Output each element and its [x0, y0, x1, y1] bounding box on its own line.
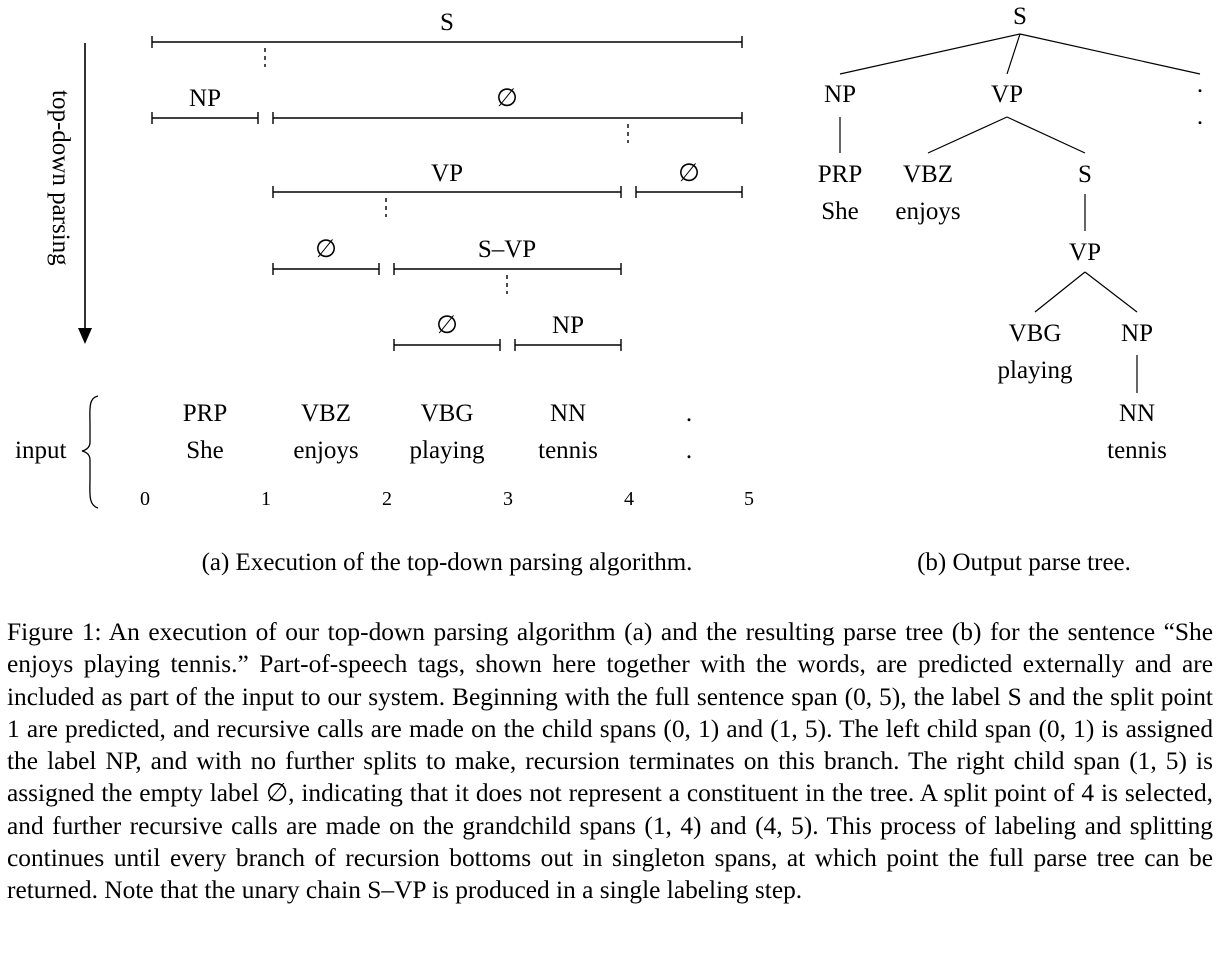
tree-leaf: enjoys — [895, 198, 960, 225]
token-tag: VBG — [421, 400, 474, 427]
span-bar-empty — [393, 339, 501, 351]
tree-node: S — [1078, 161, 1092, 188]
tree-node: NN — [1119, 400, 1155, 427]
span-label: S — [440, 9, 454, 36]
span-label: ∅ — [315, 236, 337, 263]
figure-caption: Figure 1: An execution of our top-down p… — [7, 616, 1213, 907]
token-tag: PRP — [183, 400, 227, 427]
subcaption-b: (b) Output parse tree. — [917, 549, 1131, 576]
span-label: ∅ — [678, 160, 700, 187]
span-bar-empty — [272, 263, 380, 275]
token-tag: VBZ — [301, 400, 351, 427]
span-bar-s — [151, 36, 743, 48]
curly-brace — [81, 395, 99, 509]
caption-math: (0, 5) — [844, 682, 901, 711]
span-bar-np — [514, 339, 622, 351]
token-word: playing — [410, 437, 485, 464]
span-bars — [151, 36, 743, 351]
tree-node: NP — [1121, 320, 1153, 347]
token-word: tennis — [538, 437, 598, 464]
token-tag: . — [686, 400, 692, 427]
tree-edges — [839, 33, 1201, 393]
span-label: ∅ — [436, 312, 458, 339]
input-label: input — [15, 437, 66, 464]
fencepost-index: 1 — [261, 488, 271, 510]
caption-text: and — [719, 714, 771, 743]
tree-leaf: playing — [998, 357, 1073, 384]
tree-node: VBZ — [903, 161, 953, 188]
top-down-axis: top-down parsing — [47, 43, 92, 344]
tree-node: S — [1013, 3, 1027, 30]
span-label: ∅ — [496, 85, 518, 112]
span-label: S–VP — [478, 236, 536, 263]
subcaption-a: (a) Execution of the top-down parsing al… — [202, 549, 693, 576]
input-row: input PRP She VBZ enjoys VBG playing NN … — [15, 395, 754, 510]
tree-leaf: She — [821, 198, 859, 225]
axis-label: top-down parsing — [47, 90, 74, 266]
caption-math: (1, 5) — [1129, 747, 1187, 776]
span-label: NP — [189, 85, 221, 112]
figure-1: top-down parsing S NP ∅ VP ∅ ∅ S–VP ∅ NP — [15, 3, 1203, 576]
span-bar-empty — [272, 112, 743, 124]
fencepost-index: 5 — [744, 488, 754, 510]
caption-math: (1, 5) — [770, 714, 827, 743]
caption-math: (1, 4) — [644, 811, 702, 840]
fencepost-index: 2 — [382, 488, 392, 510]
span-bar-s-vp — [393, 263, 622, 275]
tree-node: . — [1197, 71, 1203, 98]
span-bar-empty — [635, 186, 743, 198]
caption-text: . This process of labeling and splitting… — [7, 811, 1214, 905]
span-bar-vp — [272, 186, 622, 198]
fencepost-index: 0 — [140, 488, 150, 510]
tree-node: VP — [991, 81, 1023, 108]
tree-node: PRP — [818, 161, 862, 188]
fencepost-index: 4 — [624, 488, 634, 510]
caption-math: (0, 1) — [663, 714, 720, 743]
caption-math: (0, 1) — [1038, 714, 1095, 743]
span-label: NP — [552, 312, 584, 339]
caption-text: is assigned the label NP, and with no fu… — [7, 714, 1214, 776]
caption-text: . The left child span — [826, 714, 1039, 743]
token-word: enjoys — [293, 437, 358, 464]
span-label: VP — [431, 160, 463, 187]
token-tag: NN — [550, 400, 586, 427]
caption-text: is assigned the empty label ∅, indicatin… — [7, 747, 1213, 840]
caption-math: (4, 5) — [755, 811, 813, 840]
tree-node: VP — [1069, 239, 1101, 266]
arrow-down-icon — [78, 328, 92, 344]
caption-text: , the label S and the split point 1 are … — [7, 682, 1213, 743]
caption-text: Figure 1: An execution of our top-down p… — [7, 618, 1213, 711]
tree-node: VBG — [1009, 320, 1062, 347]
caption-text: and — [701, 811, 756, 840]
tree-leaf: tennis — [1107, 437, 1167, 464]
span-bar-np — [151, 112, 259, 124]
token-word: She — [186, 437, 224, 464]
span-labels: S NP ∅ VP ∅ ∅ S–VP ∅ NP — [189, 9, 700, 339]
tree-leaf: . — [1197, 103, 1203, 130]
tree-node: NP — [824, 81, 856, 108]
fencepost-index: 3 — [503, 488, 513, 510]
token-word: . — [686, 437, 692, 464]
parse-tree: S NP VP . . PRP She VBZ enjoys S VP VBG … — [818, 3, 1203, 464]
